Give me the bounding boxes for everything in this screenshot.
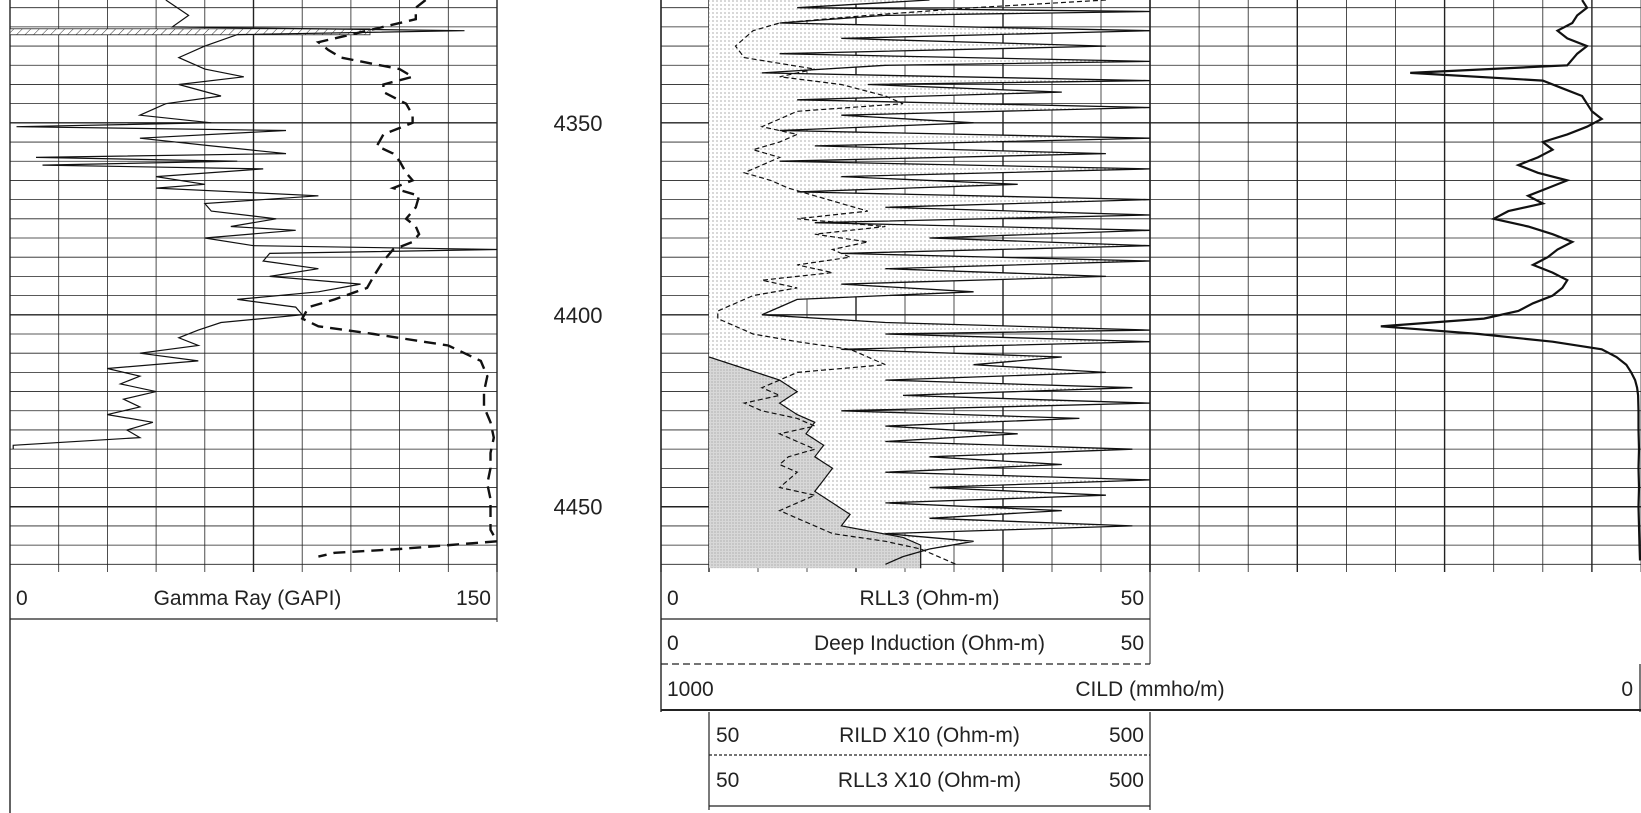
cild-curve xyxy=(1380,0,1641,561)
deep-induction-curve-track1 xyxy=(300,0,497,558)
rll3-x10-curve xyxy=(709,356,922,569)
scale-max-deep-induction: 50 xyxy=(1121,632,1144,655)
scale-name-rild-x10: RILD X10 (Ohm-m) xyxy=(839,724,1020,747)
scale-max-rll3-x10: 500 xyxy=(1109,769,1144,792)
scale-max-gamma-ray: 150 xyxy=(456,587,491,610)
rll3-x10-fill xyxy=(709,357,921,569)
scale-max-cild: 0 xyxy=(1621,678,1633,701)
scale-min-rll3: 0 xyxy=(667,587,679,610)
curves xyxy=(12,0,1641,569)
deep-induction-curve xyxy=(717,0,1106,565)
scale-min-deep-induction: 0 xyxy=(667,632,679,655)
rll3-curve xyxy=(761,0,1150,565)
depth-tick-label: 4450 xyxy=(554,495,603,520)
scale-max-rild-x10: 500 xyxy=(1109,724,1144,747)
depth-axis: 4350 4400 4450 xyxy=(554,111,603,520)
scale-max-rll3: 50 xyxy=(1121,587,1144,610)
track-headers: 0 Gamma Ray (GAPI) 150 0 RLL3 (Ohm-m) 500 Deep… xyxy=(9,572,1641,813)
scale-name-rll3: RLL3 (Ohm-m) xyxy=(859,587,999,610)
scale-min-rll3-x10: 50 xyxy=(716,769,739,792)
scale-min-gamma-ray: 0 xyxy=(16,587,28,610)
gamma-ray-curve xyxy=(12,0,497,450)
hatched-bed xyxy=(9,28,371,36)
rll3-fill xyxy=(709,0,1150,565)
scale-name-gamma-ray: Gamma Ray (GAPI) xyxy=(154,587,342,610)
depth-tick-label: 4350 xyxy=(554,111,603,136)
scale-name-cild: CILD (mmho/m) xyxy=(1075,678,1224,701)
scale-min-rild-x10: 50 xyxy=(716,724,739,747)
scale-name-deep-induction: Deep Induction (Ohm-m) xyxy=(814,632,1045,655)
scale-min-cild: 1000 xyxy=(667,678,714,701)
depth-tick-label: 4400 xyxy=(554,303,603,328)
scale-name-rll3-x10: RLL3 X10 (Ohm-m) xyxy=(838,769,1021,792)
